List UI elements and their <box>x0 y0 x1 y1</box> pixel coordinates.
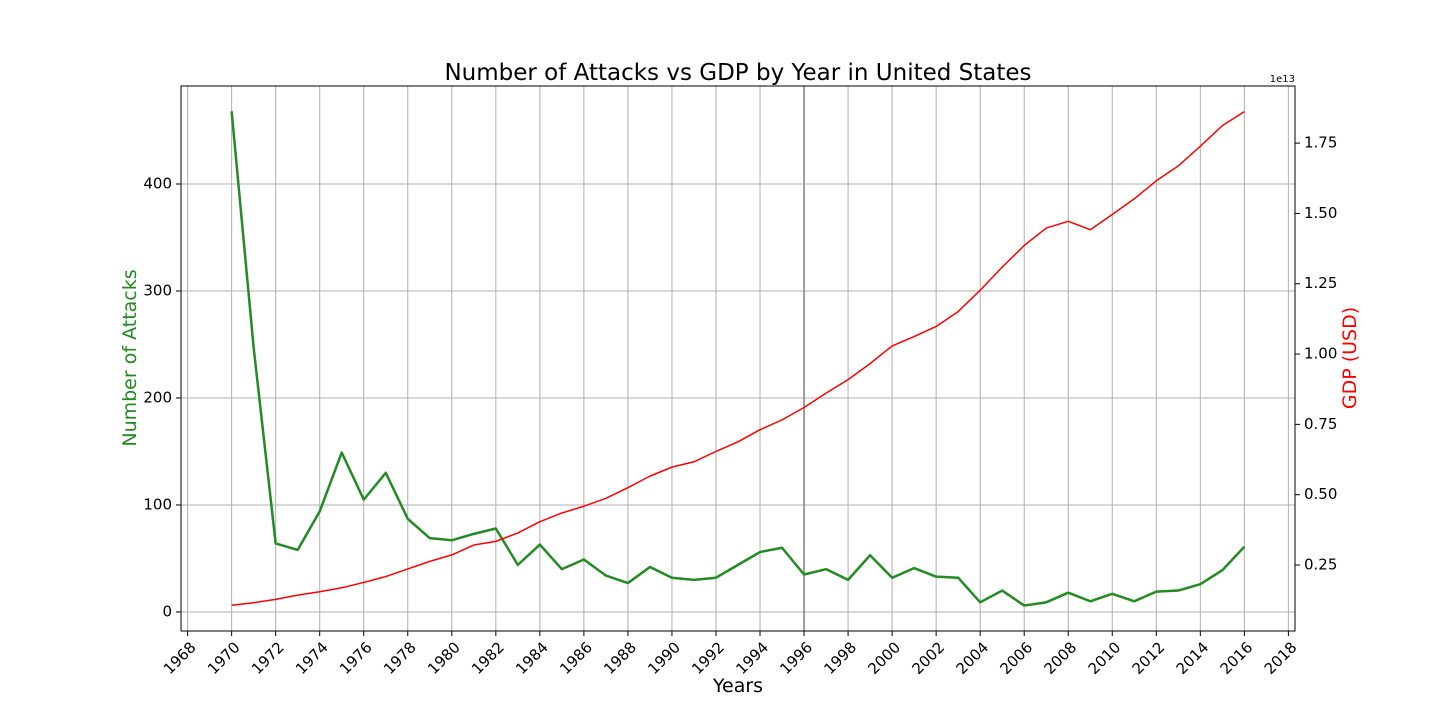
y-tick-label: 0 <box>162 602 172 620</box>
y-axis-label: Number of Attacks <box>119 269 141 446</box>
x-tick-label: 1974 <box>292 638 332 678</box>
y2-offset: 1e13 <box>1270 74 1295 85</box>
x-tick-label: 1998 <box>820 638 860 678</box>
x-tick-label: 2016 <box>1217 638 1257 678</box>
x-tick-label: 2000 <box>864 638 904 678</box>
x-tick-label: 2008 <box>1041 638 1081 678</box>
x-tick-label: 1980 <box>424 638 464 678</box>
x-tick-label: 1990 <box>644 638 684 678</box>
x-tick-label: 1994 <box>732 638 772 678</box>
x-tick-label: 1984 <box>512 638 552 678</box>
data-line <box>230 111 1246 607</box>
x-tick-label: 2006 <box>996 638 1036 678</box>
chart-title: Number of Attacks vs GDP by Year in Unit… <box>444 60 1031 86</box>
x-tick-label: 1996 <box>776 638 816 678</box>
y2-tick-label: 1.75 <box>1304 134 1337 152</box>
x-tick-label: 1968 <box>160 638 200 678</box>
y-tick-label: 300 <box>143 281 172 299</box>
x-tick-label: 1972 <box>248 638 288 678</box>
y2-tick-label: 1.50 <box>1304 204 1337 222</box>
x-tick-label: 2014 <box>1173 638 1213 678</box>
y-tick-label: 200 <box>143 388 172 406</box>
x-tick-label: 1982 <box>468 638 508 678</box>
x-tick-label: 1992 <box>688 638 728 678</box>
x-tick-label: 2010 <box>1085 638 1125 678</box>
y-tick-label: 400 <box>143 175 172 193</box>
x-tick-label: 1970 <box>204 638 244 678</box>
x-tick-label: 2012 <box>1129 638 1169 678</box>
y2-tick-label: 0.75 <box>1304 415 1337 433</box>
y2-tick-label: 1.25 <box>1304 274 1337 292</box>
y2-axis-label: GDP (USD) <box>1339 307 1361 409</box>
x-tick-label: 2004 <box>952 638 992 678</box>
y2-tick-label: 0.50 <box>1304 485 1337 503</box>
x-axis-label: Years <box>712 675 763 697</box>
y-tick-label: 100 <box>143 495 172 513</box>
x-tick-label: 2018 <box>1261 638 1301 678</box>
x-tick-label: 1986 <box>556 638 596 678</box>
x-tick-label: 2002 <box>908 638 948 678</box>
y2-tick-label: 0.25 <box>1304 556 1337 574</box>
plot-frame <box>180 85 1296 632</box>
x-tick-label: 1978 <box>380 638 420 678</box>
y2-tick-label: 1.00 <box>1304 345 1337 363</box>
x-tick-label: 1976 <box>336 638 376 678</box>
x-tick-label: 1988 <box>600 638 640 678</box>
data-line <box>231 110 1245 606</box>
